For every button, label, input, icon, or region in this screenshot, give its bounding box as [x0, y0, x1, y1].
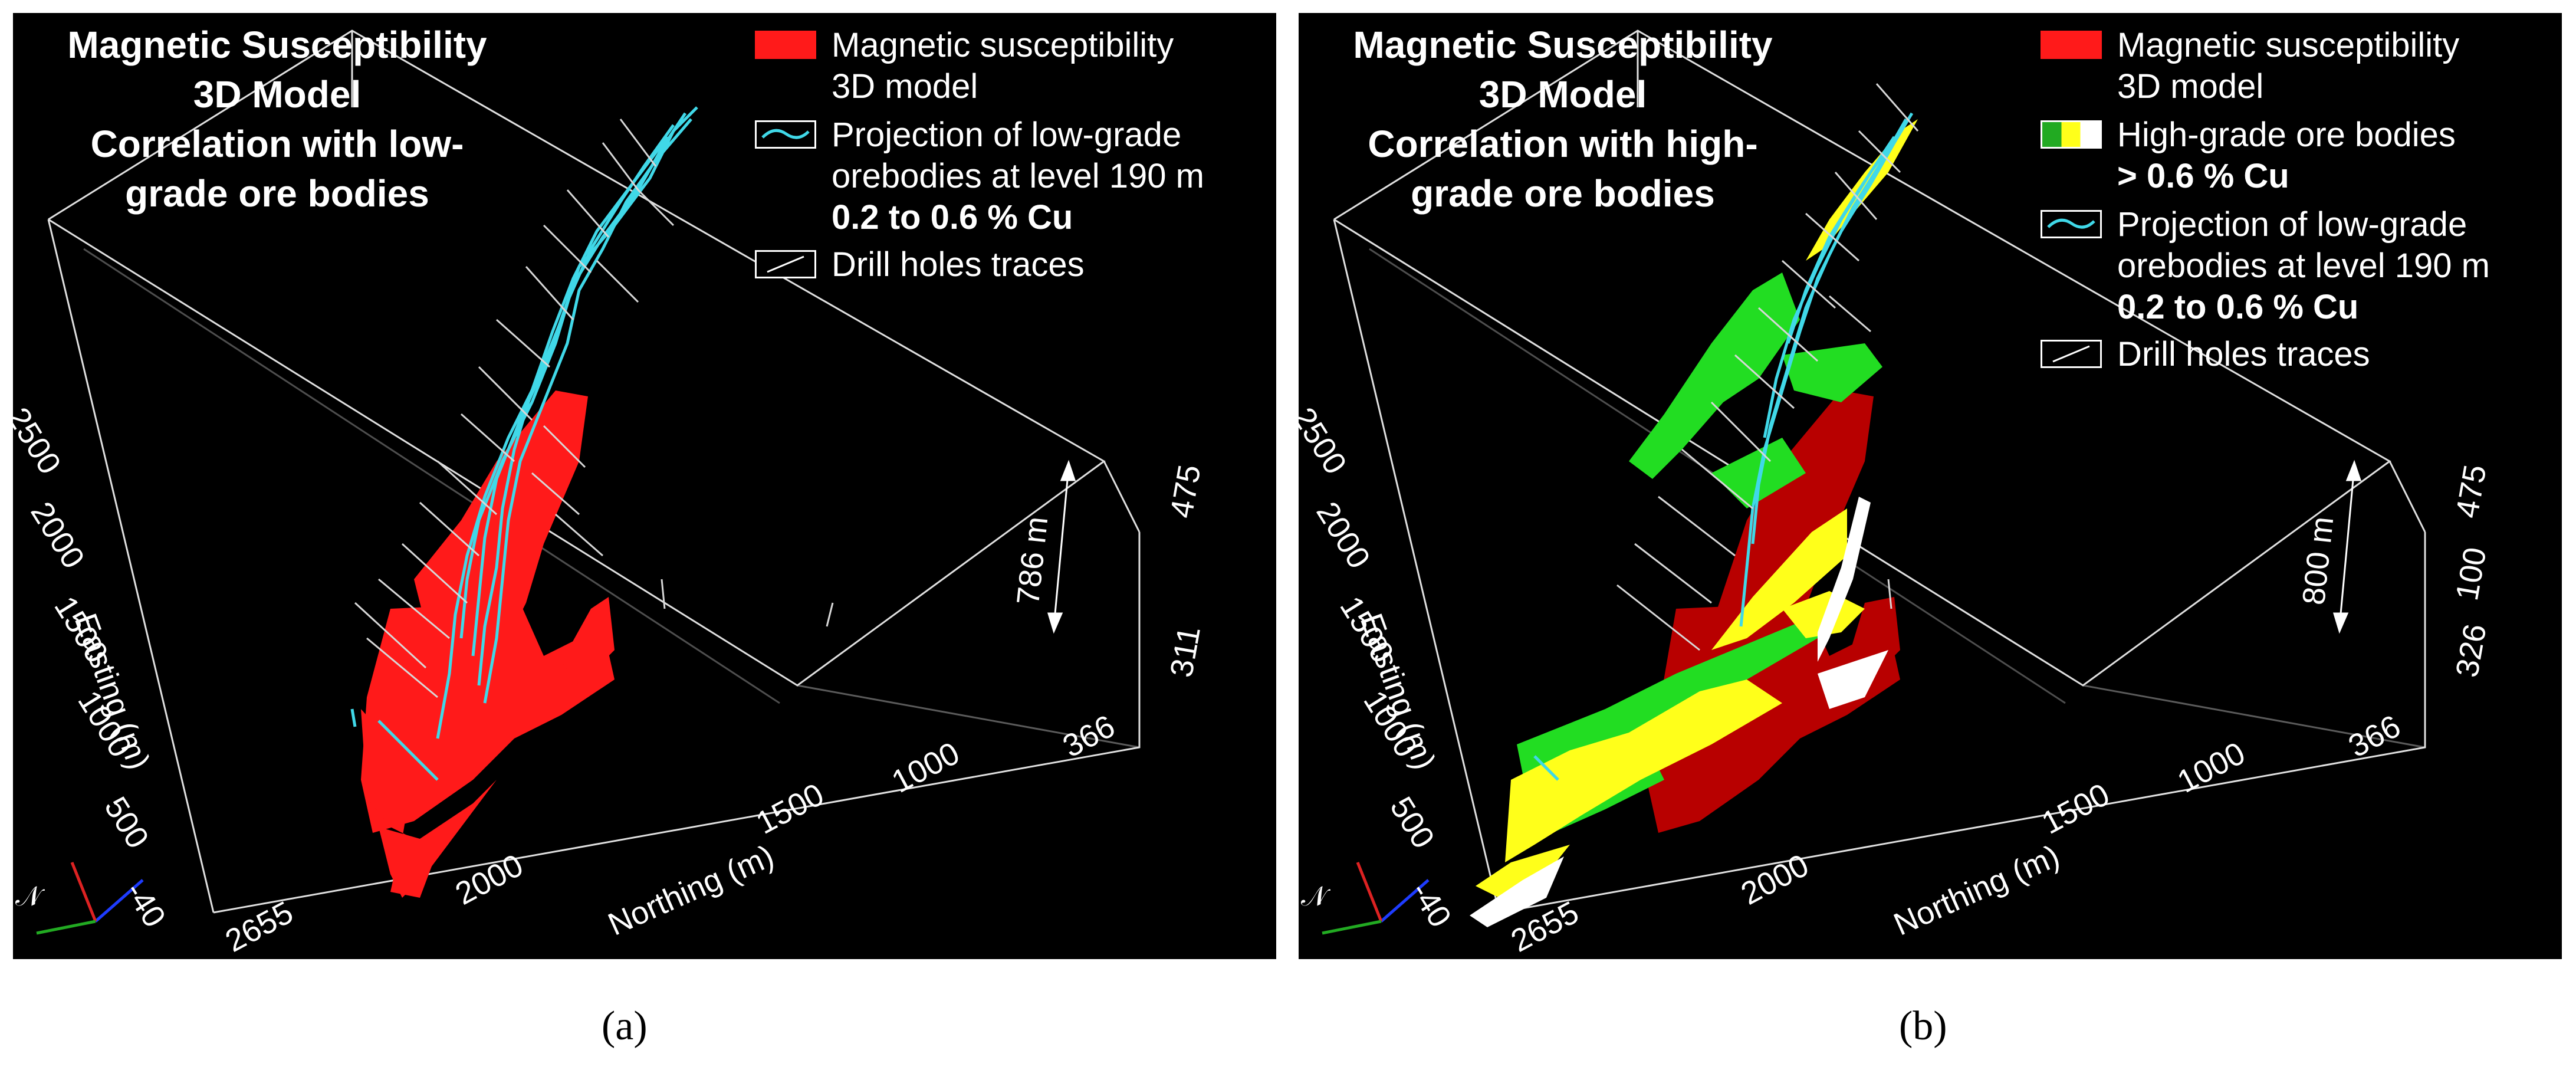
legend-item-model: Magnetic susceptibility 3D model	[2041, 25, 2559, 114]
high-grade-white	[1470, 497, 1888, 927]
legend-item-high-grade: High-grade ore bodies > 0.6 % Cu	[2041, 114, 2559, 204]
depth-arrow	[2332, 459, 2362, 634]
legend-label: 3D model	[2117, 67, 2264, 106]
compass-north: 𝒩	[15, 881, 42, 911]
title-line: Magnetic Susceptibility	[67, 24, 487, 66]
caption-b: (b)	[1899, 1003, 1947, 1049]
projection-traces	[1533, 112, 1914, 781]
wave-swatch-icon	[755, 120, 816, 149]
legend-label: Drill holes traces	[832, 245, 1085, 284]
panel-a: Magnetic Susceptibility 3D Model Correla…	[13, 13, 1276, 959]
legend-item-projection: Projection of low-grade orebodies at lev…	[755, 114, 1274, 244]
panel-b: Magnetic Susceptibility 3D Model Correla…	[1299, 13, 2562, 959]
title-line: grade ore bodies	[1411, 172, 1715, 215]
legend-label: Magnetic susceptibility	[832, 26, 1174, 64]
wave-icon	[2047, 218, 2095, 229]
legend-label: 0.2 to 0.6 % Cu	[832, 198, 1073, 237]
title-line: 3D Model	[1478, 73, 1647, 116]
red-swatch-icon	[755, 31, 816, 59]
scene-a	[36, 29, 1141, 935]
line-icon	[2052, 345, 2090, 363]
legend-label: > 0.6 % Cu	[2117, 157, 2289, 195]
panel-a-legend: Magnetic susceptibility 3D model Project…	[755, 25, 1274, 294]
title-line: Correlation with low-	[90, 123, 464, 165]
caption-a: (a)	[602, 1003, 648, 1049]
legend-item-model: Magnetic susceptibility 3D model	[755, 25, 1274, 114]
legend-item-projection: Projection of low-grade orebodies at lev…	[2041, 204, 2559, 334]
drill-holes	[354, 119, 834, 698]
drill-swatch-icon	[755, 250, 816, 278]
legend-label: High-grade ore bodies	[2117, 116, 2456, 154]
wave-icon	[761, 129, 810, 139]
title-line: 3D Model	[193, 73, 362, 116]
drill-holes	[1616, 83, 1919, 651]
axes-triad	[1322, 862, 1430, 935]
high-grade-yellow	[1476, 119, 1918, 898]
axes-triad	[36, 862, 144, 935]
panel-a-title: Magnetic Susceptibility 3D Model Correla…	[29, 20, 525, 218]
wave-swatch-icon	[2041, 210, 2102, 238]
legend-label: orebodies at level 190 m	[832, 157, 1204, 195]
line-icon	[767, 255, 804, 273]
depth-arrow	[1047, 459, 1076, 634]
legend-label: Projection of low-grade	[2117, 205, 2467, 244]
title-line: grade ore bodies	[125, 172, 429, 215]
legend-label: Projection of low-grade	[832, 116, 1182, 154]
legend-label: 0.2 to 0.6 % Cu	[2117, 288, 2359, 326]
panel-b-title: Magnetic Susceptibility 3D Model Correla…	[1315, 20, 1811, 218]
legend-label: 3D model	[832, 67, 978, 106]
legend-item-drill: Drill holes traces	[755, 244, 1274, 294]
tricolor-swatch-icon	[2041, 120, 2102, 149]
drill-swatch-icon	[2041, 340, 2102, 368]
red-swatch-icon	[2041, 31, 2102, 59]
panel-b-legend: Magnetic susceptibility 3D model High-gr…	[2041, 25, 2559, 383]
projection-traces	[350, 106, 698, 781]
title-line: Correlation with high-	[1368, 123, 1758, 165]
compass-north: 𝒩	[1301, 881, 1328, 911]
scene-b	[1322, 29, 2426, 935]
legend-item-drill: Drill holes traces	[2041, 334, 2559, 383]
legend-label: Drill holes traces	[2117, 335, 2370, 373]
legend-label: Magnetic susceptibility	[2117, 26, 2460, 64]
title-line: Magnetic Susceptibility	[1353, 24, 1773, 66]
legend-label: orebodies at level 190 m	[2117, 247, 2490, 285]
